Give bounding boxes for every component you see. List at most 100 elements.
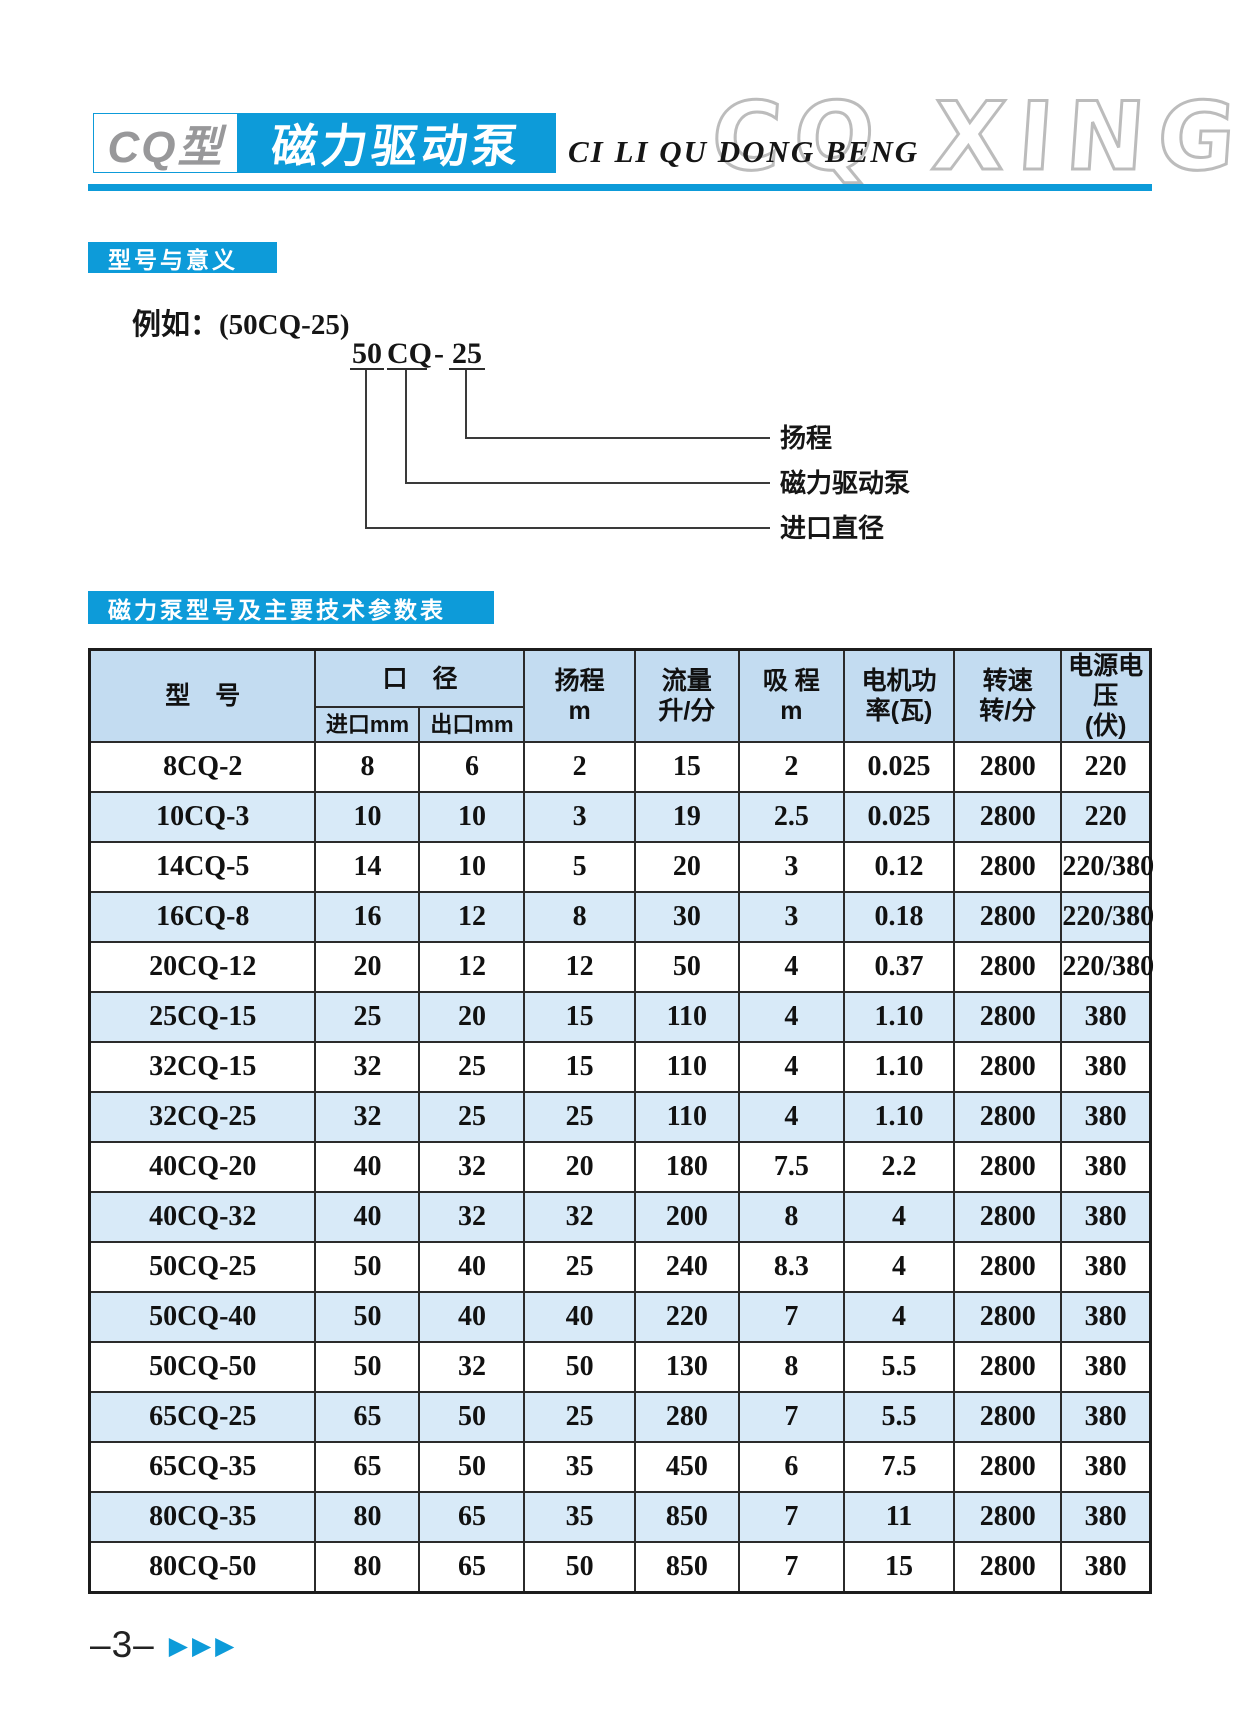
model-cell: 65CQ-35	[88, 1441, 317, 1493]
value-cell: 2800	[953, 941, 1063, 993]
table-row: 40CQ-32 40 32 32 200 8 4 2800 380	[88, 1191, 1152, 1243]
value-cell: 850	[633, 1491, 740, 1543]
value-cell: 2800	[953, 1241, 1063, 1293]
model-cell: 80CQ-35	[88, 1491, 317, 1543]
value-cell: 8	[523, 891, 636, 943]
table-row: 8CQ-2 8 6 2 15 2 0.025 2800 220	[88, 741, 1152, 793]
value-cell: 25	[314, 991, 421, 1043]
value-cell: 380	[1060, 1091, 1152, 1143]
value-cell: 50	[418, 1441, 526, 1493]
value-cell: 1.10	[842, 991, 956, 1043]
value-cell: 4	[737, 1041, 845, 1093]
value-cell: 280	[633, 1391, 740, 1443]
value-cell: 0.18	[842, 891, 956, 943]
table-row: 14CQ-5 14 10 5 20 3 0.12 2800 220/380	[88, 841, 1154, 893]
value-cell: 0.37	[842, 941, 956, 993]
value-cell: 50	[418, 1391, 526, 1443]
model-type-label: CQ型	[107, 123, 224, 172]
product-title-pinyin: CI LI QU DONG BENG	[568, 134, 920, 169]
value-cell: 80	[314, 1491, 421, 1543]
value-cell: 2800	[953, 741, 1063, 793]
col-header-speed: 转速 转/分	[953, 648, 1063, 743]
value-cell: 65	[314, 1391, 421, 1443]
model-cell: 50CQ-25	[88, 1241, 317, 1293]
value-cell: 15	[523, 991, 636, 1043]
value-cell: 2800	[953, 1491, 1063, 1543]
value-cell: 380	[1060, 1191, 1152, 1243]
callout-pump-type: 磁力驱动泵	[780, 468, 911, 498]
model-cell: 32CQ-25	[88, 1091, 317, 1143]
model-cell: 40CQ-32	[88, 1191, 317, 1243]
value-cell: 7	[737, 1391, 845, 1443]
value-cell: 65	[418, 1541, 526, 1593]
value-cell: 0.12	[842, 841, 956, 893]
value-cell: 2800	[953, 991, 1063, 1043]
value-cell: 35	[523, 1441, 636, 1493]
value-cell: 25	[523, 1091, 636, 1143]
value-cell: 2800	[953, 1291, 1063, 1343]
value-cell: 50	[633, 941, 740, 993]
value-cell: 65	[418, 1491, 526, 1543]
section-title-text: 磁力泵型号及主要技术参数表	[108, 596, 446, 623]
value-cell: 8	[737, 1341, 845, 1393]
value-cell: 20	[633, 841, 740, 893]
value-cell: 25	[418, 1041, 526, 1093]
value-cell: 20	[418, 991, 526, 1043]
value-cell: 25	[523, 1391, 636, 1443]
model-cell: 25CQ-15	[88, 991, 317, 1043]
page-number: –3–	[90, 1624, 155, 1665]
value-cell: 50	[523, 1541, 636, 1593]
model-cell: 32CQ-15	[88, 1041, 317, 1093]
connector-lines	[365, 370, 770, 529]
value-cell: 11	[842, 1491, 956, 1543]
value-cell: 40	[418, 1291, 526, 1343]
value-cell: 130	[633, 1341, 740, 1393]
value-cell: 0.025	[842, 791, 956, 843]
table-row: 32CQ-25 32 25 25 110 4 1.10 2800 380	[88, 1091, 1152, 1143]
value-cell: 2800	[953, 841, 1063, 893]
value-cell: 32	[314, 1091, 421, 1143]
model-cell: 8CQ-2	[88, 741, 317, 793]
value-cell: 20	[523, 1141, 636, 1193]
value-cell: 32	[314, 1041, 421, 1093]
value-cell: 380	[1060, 1441, 1152, 1493]
value-cell: 16	[314, 891, 421, 943]
value-cell: 40	[314, 1141, 421, 1193]
model-cell: 16CQ-8	[88, 891, 317, 943]
value-cell: 2800	[953, 1391, 1063, 1443]
footer-arrows-icon: ▶▶▶	[168, 1630, 239, 1660]
code-part-inlet-size: 50	[350, 337, 384, 370]
value-cell: 4	[842, 1291, 956, 1343]
model-cell: 80CQ-50	[88, 1541, 317, 1593]
value-cell: 5	[523, 841, 636, 893]
page-footer: –3– ▶▶▶	[90, 1624, 238, 1666]
value-cell: 3	[523, 791, 636, 843]
table-row: 50CQ-25 50 40 25 240 8.3 4 2800 380	[88, 1241, 1152, 1293]
value-cell: 2800	[953, 1191, 1063, 1243]
value-cell: 50	[314, 1341, 421, 1393]
table-row: 50CQ-40 50 40 40 220 7 4 2800 380	[88, 1291, 1152, 1343]
value-cell: 32	[418, 1191, 526, 1243]
value-cell: 110	[633, 1091, 740, 1143]
value-cell: 6	[418, 741, 526, 793]
value-cell: 80	[314, 1541, 421, 1593]
model-cell: 50CQ-40	[88, 1291, 317, 1343]
value-cell: 5.5	[842, 1391, 956, 1443]
col-header-inlet: 进口mm	[314, 706, 421, 743]
section-title-text: 型号与意义	[108, 246, 238, 273]
value-cell: 380	[1060, 1041, 1152, 1093]
value-cell: 15	[633, 741, 740, 793]
table-row: 40CQ-20 40 32 20 180 7.5 2.2 2800 380	[88, 1141, 1152, 1193]
value-cell: 10	[418, 841, 526, 893]
value-cell: 32	[418, 1341, 526, 1393]
product-title: 磁力驱动泵	[268, 120, 525, 172]
col-header-voltage: 电源电压 (伏)	[1060, 648, 1152, 743]
value-cell: 15	[842, 1541, 956, 1593]
section-title-params-table: 磁力泵型号及主要技术参数表	[88, 591, 494, 624]
value-cell: 35	[523, 1491, 636, 1543]
table-row: 25CQ-15 25 20 15 110 4 1.10 2800 380	[88, 991, 1152, 1043]
code-part-pump-type: CQ	[387, 337, 432, 370]
model-cell: 65CQ-25	[88, 1391, 317, 1443]
table-row: 10CQ-3 10 10 3 19 2.5 0.025 2800 220	[88, 791, 1152, 843]
